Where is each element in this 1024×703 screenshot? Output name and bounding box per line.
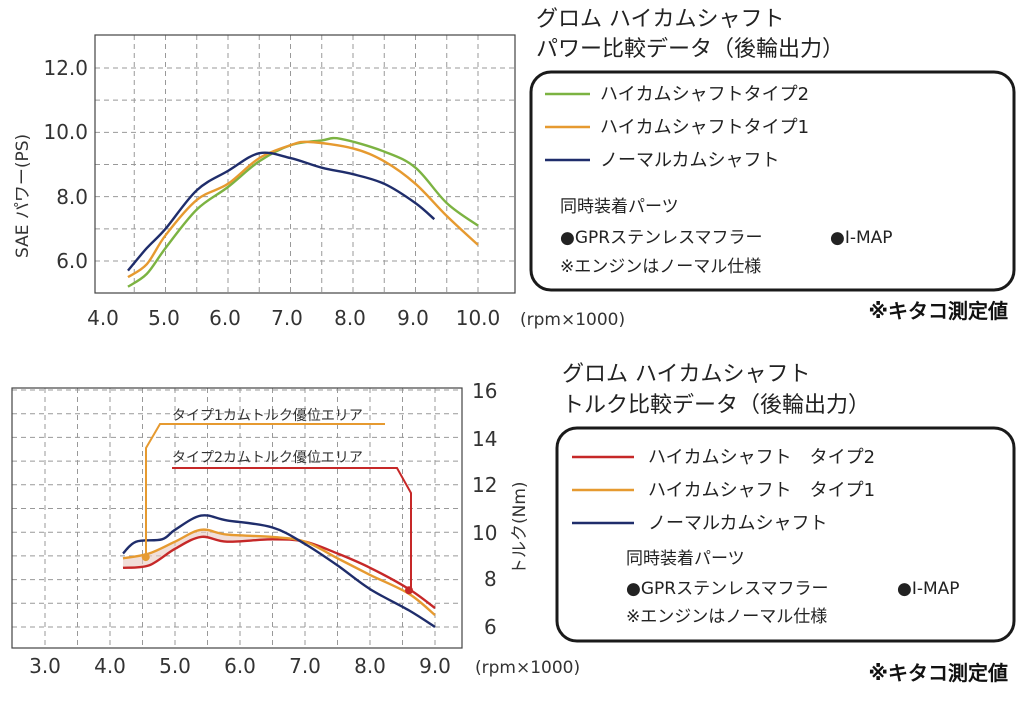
type1-advantage-area [123, 529, 305, 568]
torque-legend-label-type1: ハイカムシャフト タイプ1 [648, 480, 875, 501]
power-parts-imap: ●I-MAP [830, 228, 893, 248]
power-x-tick: 6.0 [209, 306, 241, 330]
power-x-tick: 9.0 [397, 306, 429, 330]
type1-area-label: タイプ1カムトルク優位エリア [172, 408, 363, 424]
type2-area-label: タイプ2カムトルク優位エリア [172, 450, 363, 466]
torque-y-ticks: 6 8 10 12 14 16 [472, 379, 497, 639]
torque-y-tick: 14 [472, 427, 497, 451]
power-x-tick: 8.0 [334, 306, 366, 330]
torque-y-axis-label: トルク(Nm) [510, 481, 530, 575]
power-x-tick: 5.0 [148, 306, 180, 330]
torque-annotations: タイプ1カムトルク優位エリア タイプ2カムトルク優位エリア [145, 408, 412, 591]
power-grid [95, 35, 515, 293]
torque-parts-muffler: ●GPRステンレスマフラー [626, 579, 829, 599]
torque-legend-label-type2: ハイカムシャフト タイプ2 [648, 447, 875, 468]
torque-y-tick: 8 [484, 567, 497, 591]
torque-x-tick: 8.0 [354, 654, 386, 678]
torque-engine-note: ※エンジンはノーマル仕様 [626, 607, 827, 627]
torque-plot-frame [11, 387, 463, 649]
torque-grid [12, 388, 462, 648]
power-x-tick: 10.0 [456, 306, 501, 330]
torque-series-type2 [122, 535, 436, 609]
power-x-axis-label: (rpm×1000) [520, 310, 625, 330]
power-series-normal [127, 151, 436, 272]
torque-chart-title-line2: トルク比較データ（後輪出力） [562, 393, 870, 418]
torque-series-normal [122, 514, 436, 629]
torque-x-tick: 3.0 [29, 654, 61, 678]
torque-x-tick: 6.0 [224, 654, 256, 678]
torque-parts-heading: 同時装着パーツ [626, 549, 745, 569]
power-chart-title-line1: グロム ハイカムシャフト [536, 7, 785, 32]
torque-chart: 6 8 10 12 14 16 トルク(Nm) 3.0 4.0 5.0 6.0 … [11, 362, 1016, 685]
torque-x-tick: 5.0 [159, 654, 191, 678]
torque-x-axis-label: (rpm×1000) [475, 658, 580, 678]
torque-parts-imap: ●I-MAP [897, 579, 960, 599]
torque-legend-box: ハイカムシャフト タイプ2 ハイカムシャフト タイプ1 ノーマルカムシャフト 同… [555, 426, 1016, 643]
torque-x-tick: 4.0 [94, 654, 126, 678]
power-series [127, 136, 479, 288]
power-y-ticks: 6.0 8.0 10.0 12.0 [43, 56, 88, 273]
torque-x-tick: 9.0 [419, 654, 451, 678]
power-parts-heading: 同時装着パーツ [560, 197, 679, 217]
torque-chart-title-line1: グロム ハイカムシャフト [562, 362, 811, 387]
power-legend-label-type2: ハイカムシャフトタイプ2 [600, 84, 809, 105]
power-measurement-note: ※キタコ測定値 [869, 299, 1008, 323]
torque-legend-frame [555, 426, 1016, 643]
power-x-tick: 4.0 [87, 306, 119, 330]
power-y-tick: 6.0 [56, 249, 88, 273]
power-chart: 6.0 8.0 10.0 12.0 4.0 5.0 6.0 7.0 8.0 9.… [13, 7, 1016, 330]
torque-y-tick: 12 [472, 473, 497, 497]
torque-y-tick: 10 [472, 521, 497, 545]
torque-y-tick: 16 [472, 379, 497, 403]
type1-area-callout-line [145, 423, 385, 558]
power-engine-note: ※エンジンはノーマル仕様 [560, 257, 761, 277]
power-y-tick: 10.0 [43, 120, 88, 144]
power-x-tick: 7.0 [271, 306, 303, 330]
power-plot-frame [94, 34, 516, 294]
power-legend-frame [529, 70, 1016, 292]
power-y-tick: 12.0 [43, 56, 88, 80]
torque-x-tick: 7.0 [289, 654, 321, 678]
torque-series-type1 [122, 528, 436, 617]
torque-series [122, 514, 436, 629]
torque-x-ticks: 3.0 4.0 5.0 6.0 7.0 8.0 9.0 (rpm×1000) [29, 654, 580, 678]
power-x-ticks: 4.0 5.0 6.0 7.0 8.0 9.0 10.0 (rpm×1000) [87, 306, 625, 330]
torque-y-tick: 6 [484, 615, 497, 639]
power-legend-label-type1: ハイカムシャフトタイプ1 [600, 117, 809, 138]
type2-area-callout-line [172, 467, 412, 591]
power-legend-box: ハイカムシャフトタイプ2 ハイカムシャフトタイプ1 ノーマルカムシャフト 同時装… [529, 70, 1016, 292]
power-chart-title-line2: パワー比較データ（後輪出力） [536, 37, 844, 62]
power-y-tick: 8.0 [56, 185, 88, 209]
power-series-type1 [127, 140, 479, 279]
power-y-axis-label: SAE パワー(PS) [13, 134, 33, 258]
power-parts-muffler: ●GPRステンレスマフラー [560, 228, 763, 248]
torque-measurement-note: ※キタコ測定値 [869, 661, 1008, 685]
power-legend-label-normal: ノーマルカムシャフト [600, 150, 779, 171]
torque-legend-label-normal: ノーマルカムシャフト [648, 513, 827, 534]
